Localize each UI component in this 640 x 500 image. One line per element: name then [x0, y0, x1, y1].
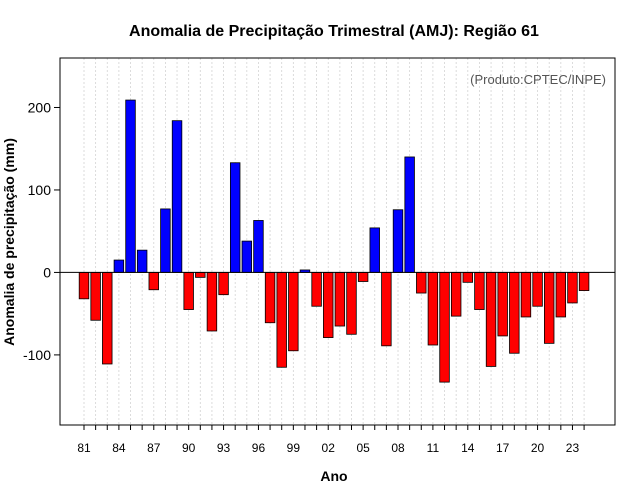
bar-1986 — [136, 249, 148, 273]
bar-1982 — [90, 272, 101, 321]
bar-2019 — [520, 272, 532, 318]
x-tick-label: 93 — [217, 441, 231, 455]
bar-1997 — [264, 272, 276, 324]
plot-frame — [59, 57, 616, 426]
x-tick-label: 87 — [147, 441, 161, 455]
bar-1989 — [171, 120, 183, 273]
bar-1984 — [113, 259, 125, 273]
bar-2021 — [544, 272, 555, 344]
x-axis: 81 84 87 90 93 96 99 02 05 08 11 14 17 20 23 — [77, 425, 585, 455]
bars-group — [78, 99, 590, 383]
bar-1987 — [148, 272, 159, 291]
bar-1981 — [78, 272, 90, 300]
bar-2017 — [497, 272, 508, 337]
x-tick-label: 84 — [112, 441, 126, 455]
bar-2018 — [509, 272, 520, 354]
x-tick-label: 05 — [356, 441, 370, 455]
x-axis-label: Ano — [320, 468, 347, 484]
bar-2024 — [578, 272, 590, 291]
bar-1983 — [102, 272, 113, 365]
grid-lines — [83, 58, 585, 425]
bar-1992 — [206, 272, 218, 332]
bar-2003 — [334, 272, 346, 327]
x-tick-label: 11 — [427, 441, 440, 455]
bar-2014 — [462, 272, 473, 283]
bar-2015 — [474, 272, 485, 310]
bar-1985 — [125, 99, 136, 273]
bar-1991 — [195, 272, 206, 278]
y-tick-label: 0 — [43, 264, 51, 280]
bar-1988 — [160, 208, 171, 273]
bar-2006 — [369, 227, 380, 273]
bar-2007 — [381, 272, 392, 347]
y-axis-label: Anomalia de precipitação (mm) — [1, 138, 17, 346]
y-tick-label: 100 — [28, 182, 52, 198]
x-tick-label: 90 — [182, 441, 196, 455]
bar-2022 — [555, 272, 567, 318]
bar-2009 — [404, 156, 415, 273]
bar-1999 — [288, 272, 299, 352]
bar-2013 — [450, 272, 462, 317]
bar-1995 — [241, 240, 253, 273]
bar-2004 — [346, 272, 357, 335]
y-tick-label: -100 — [23, 347, 51, 363]
x-tick-label: 96 — [252, 441, 266, 455]
credit-label: (Produto:CPTEC/INPE) — [470, 72, 606, 87]
x-tick-label: 08 — [391, 441, 405, 455]
bar-2008 — [392, 209, 404, 273]
x-tick-label: 17 — [496, 441, 510, 455]
x-tick-label: 81 — [77, 441, 91, 455]
bar-1998 — [276, 272, 287, 368]
bar-1990 — [183, 272, 194, 310]
bar-2023 — [567, 272, 578, 304]
bar-2005 — [357, 272, 369, 282]
bar-1993 — [218, 272, 229, 296]
bar-1996 — [253, 220, 264, 273]
y-axis: -100 0 100 200 — [23, 99, 60, 363]
bar-1994 — [229, 162, 241, 273]
bar-2010 — [416, 272, 427, 294]
bar-2016 — [485, 272, 497, 367]
y-tick-label: 200 — [28, 99, 52, 115]
x-tick-label: 14 — [461, 441, 475, 455]
x-tick-label: 99 — [287, 441, 301, 455]
x-tick-label: 23 — [566, 441, 580, 455]
x-tick-label: 02 — [322, 441, 336, 455]
bar-2012 — [439, 272, 450, 383]
chart-title: Anomalia de Precipitação Trimestral (AMJ… — [129, 23, 539, 40]
bar-2001 — [311, 272, 322, 307]
bar-2002 — [323, 272, 334, 338]
bar-2011 — [427, 272, 439, 346]
bar-2020 — [532, 272, 543, 307]
x-tick-label: 20 — [531, 441, 545, 455]
